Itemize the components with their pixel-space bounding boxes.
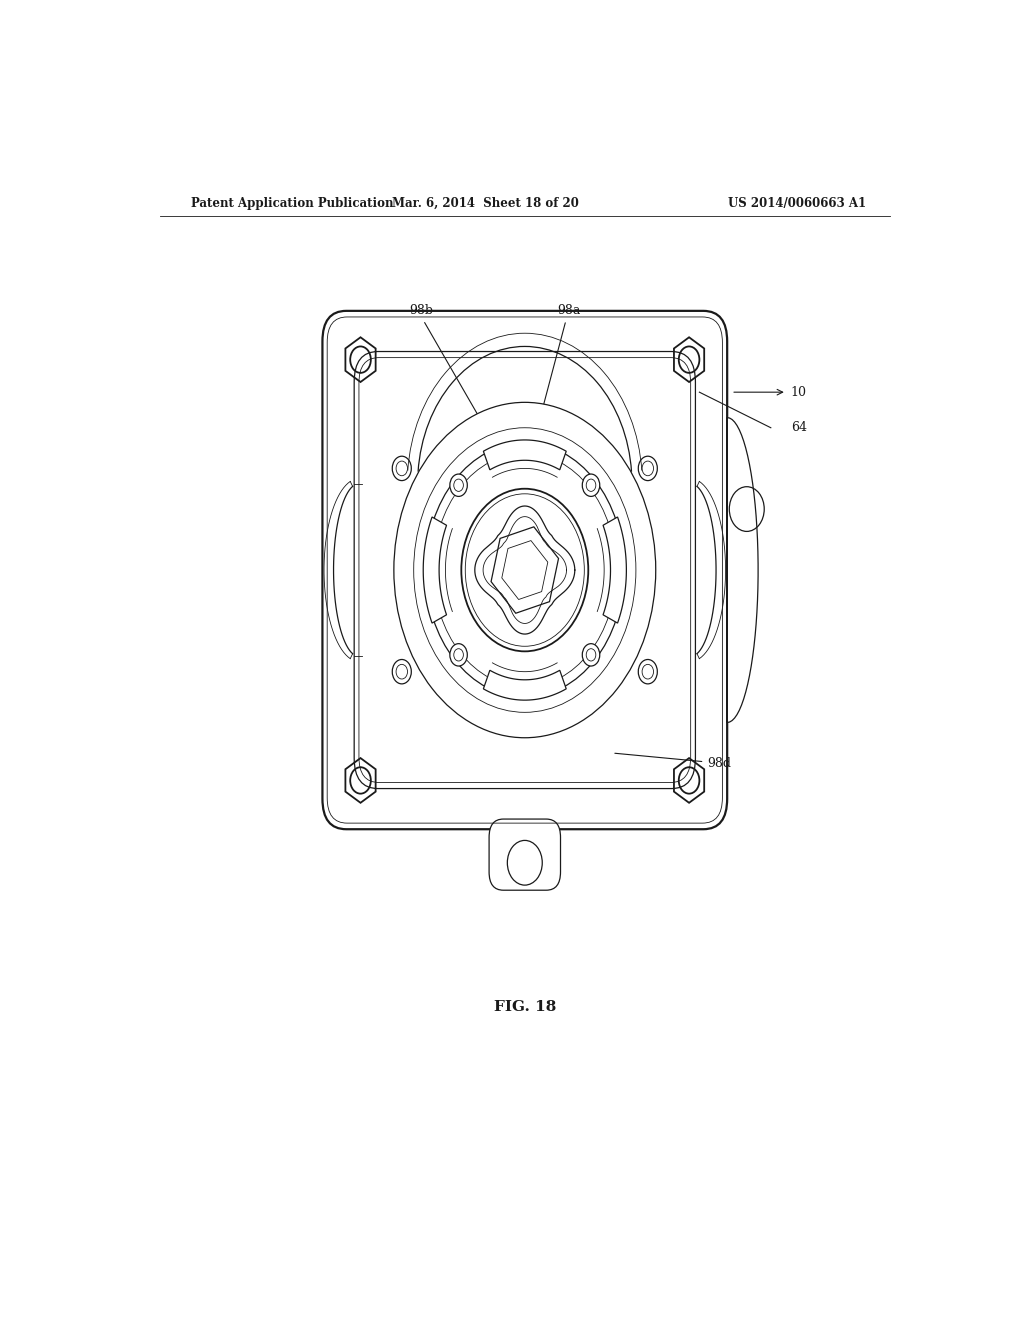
Polygon shape bbox=[483, 440, 566, 470]
Text: 10: 10 bbox=[791, 385, 807, 399]
Polygon shape bbox=[727, 417, 758, 722]
Text: 64: 64 bbox=[791, 421, 807, 434]
Text: 98a: 98a bbox=[542, 305, 581, 413]
Text: 98b: 98b bbox=[410, 305, 483, 425]
Text: Mar. 6, 2014  Sheet 18 of 20: Mar. 6, 2014 Sheet 18 of 20 bbox=[392, 197, 579, 210]
Circle shape bbox=[583, 474, 600, 496]
Circle shape bbox=[450, 644, 467, 667]
FancyBboxPatch shape bbox=[354, 351, 695, 788]
Circle shape bbox=[450, 474, 467, 496]
Circle shape bbox=[433, 453, 616, 686]
Polygon shape bbox=[603, 517, 627, 623]
FancyBboxPatch shape bbox=[323, 312, 727, 829]
Polygon shape bbox=[423, 517, 446, 623]
Polygon shape bbox=[483, 671, 566, 700]
FancyBboxPatch shape bbox=[489, 818, 560, 890]
Text: US 2014/0060663 A1: US 2014/0060663 A1 bbox=[728, 197, 866, 210]
Circle shape bbox=[583, 644, 600, 667]
Text: Patent Application Publication: Patent Application Publication bbox=[191, 197, 394, 210]
Circle shape bbox=[461, 488, 588, 651]
Text: 98d: 98d bbox=[614, 754, 731, 770]
Circle shape bbox=[394, 403, 655, 738]
Text: FIG. 18: FIG. 18 bbox=[494, 1001, 556, 1014]
Circle shape bbox=[426, 444, 624, 697]
